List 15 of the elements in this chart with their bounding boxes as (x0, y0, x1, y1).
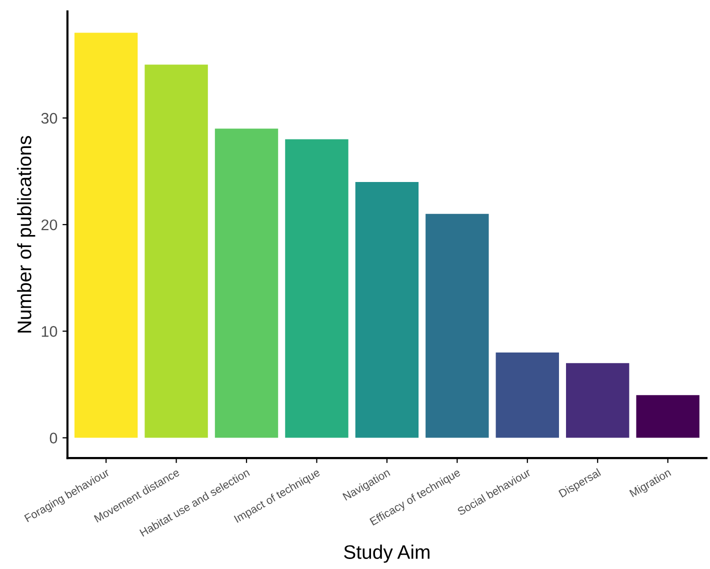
y-axis-title: Number of publications (17, 136, 36, 333)
y-tick-label: 30 (41, 112, 58, 124)
bar (144, 64, 208, 438)
x-axis-title: Study Aim (344, 544, 430, 563)
bar (496, 352, 559, 438)
bar (74, 32, 138, 438)
y-tick-label: 0 (50, 432, 58, 444)
bar (636, 395, 700, 438)
bar (214, 128, 278, 438)
bar (355, 182, 419, 438)
bar (426, 214, 489, 438)
bar (285, 139, 348, 438)
y-tick-label: 20 (42, 219, 58, 230)
y-tick-label: 10 (42, 326, 58, 337)
bar (566, 363, 630, 438)
